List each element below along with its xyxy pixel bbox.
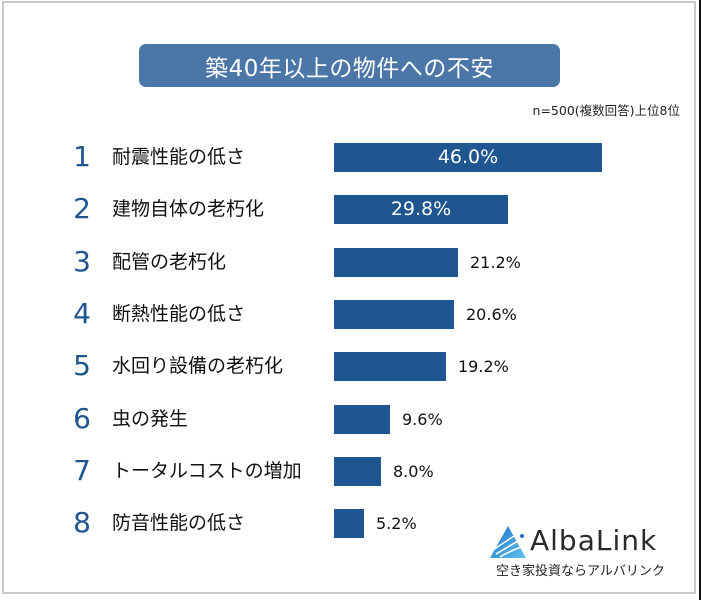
category-label: 配管の老朽化 bbox=[112, 250, 227, 273]
chart-title: 築40年以上の物件への不安 bbox=[139, 44, 560, 87]
logo-tagline: 空き家投資ならアルバリンク bbox=[496, 564, 665, 579]
category-label: 水回り設備の老朽化 bbox=[112, 355, 284, 378]
value-label: 19.2% bbox=[458, 357, 509, 377]
rank-number: 4 bbox=[73, 296, 91, 330]
category-label: 防音性能の低さ bbox=[112, 512, 246, 535]
rank-number: 5 bbox=[73, 349, 91, 383]
rank-number: 1 bbox=[73, 140, 91, 173]
chart-title-text: 築40年以上の物件への不安 bbox=[205, 55, 494, 82]
bar-row: 3 配管の老朽化 21.2% bbox=[0, 245, 701, 278]
bar-row: 5 水回り設備の老朽化 19.2% bbox=[0, 349, 701, 382]
value-label: 21.2% bbox=[470, 252, 521, 272]
rank-number: 3 bbox=[73, 244, 91, 278]
value-label: 8.0% bbox=[393, 461, 434, 481]
rank-number: 6 bbox=[73, 401, 91, 435]
value-label: 5.2% bbox=[376, 514, 417, 534]
value-label: 20.6% bbox=[466, 304, 517, 324]
bar bbox=[334, 352, 446, 382]
bar bbox=[334, 404, 390, 434]
bar bbox=[334, 456, 381, 486]
value-label: 46.0% bbox=[437, 146, 499, 168]
bar bbox=[334, 143, 602, 172]
chart-frame bbox=[2, 1, 696, 594]
category-label: トータルコストの増加 bbox=[112, 459, 302, 482]
bar-row: 4 断熱性能の低さ 20.6% bbox=[0, 297, 701, 330]
rank-number: 8 bbox=[73, 506, 91, 540]
bar-row: 2 建物自体の老朽化 29.8% bbox=[0, 192, 701, 225]
bar bbox=[334, 509, 364, 539]
bar bbox=[334, 299, 454, 329]
sample-note: n=500(複数回答)上位8位 bbox=[532, 103, 680, 118]
rank-number: 2 bbox=[73, 192, 91, 226]
albalink-triangle-logo-icon bbox=[490, 526, 526, 558]
value-label: 29.8% bbox=[390, 198, 452, 221]
bar bbox=[334, 247, 458, 277]
rank-number: 7 bbox=[73, 453, 91, 487]
logo-wordmark: AlbaLink bbox=[530, 524, 658, 557]
bar-row: 7 トータルコストの増加 8.0% bbox=[0, 454, 701, 487]
category-label: 耐震性能の低さ bbox=[112, 146, 246, 168]
value-label: 9.6% bbox=[402, 409, 443, 429]
window-edge bbox=[699, 0, 701, 600]
category-label: 建物自体の老朽化 bbox=[112, 198, 265, 221]
bar-row: 6 虫の発生 9.6% bbox=[0, 402, 701, 435]
category-label: 断熱性能の低さ bbox=[112, 302, 246, 325]
category-label: 虫の発生 bbox=[112, 407, 189, 430]
albalink-logo: AlbaLink 空き家投資ならアルバリンク bbox=[488, 522, 688, 582]
bar bbox=[334, 195, 508, 225]
bar-row: 1 耐震性能の低さ 46.0% bbox=[0, 140, 701, 173]
bar-row: 8 防音性能の低さ 5.2% bbox=[0, 506, 701, 539]
